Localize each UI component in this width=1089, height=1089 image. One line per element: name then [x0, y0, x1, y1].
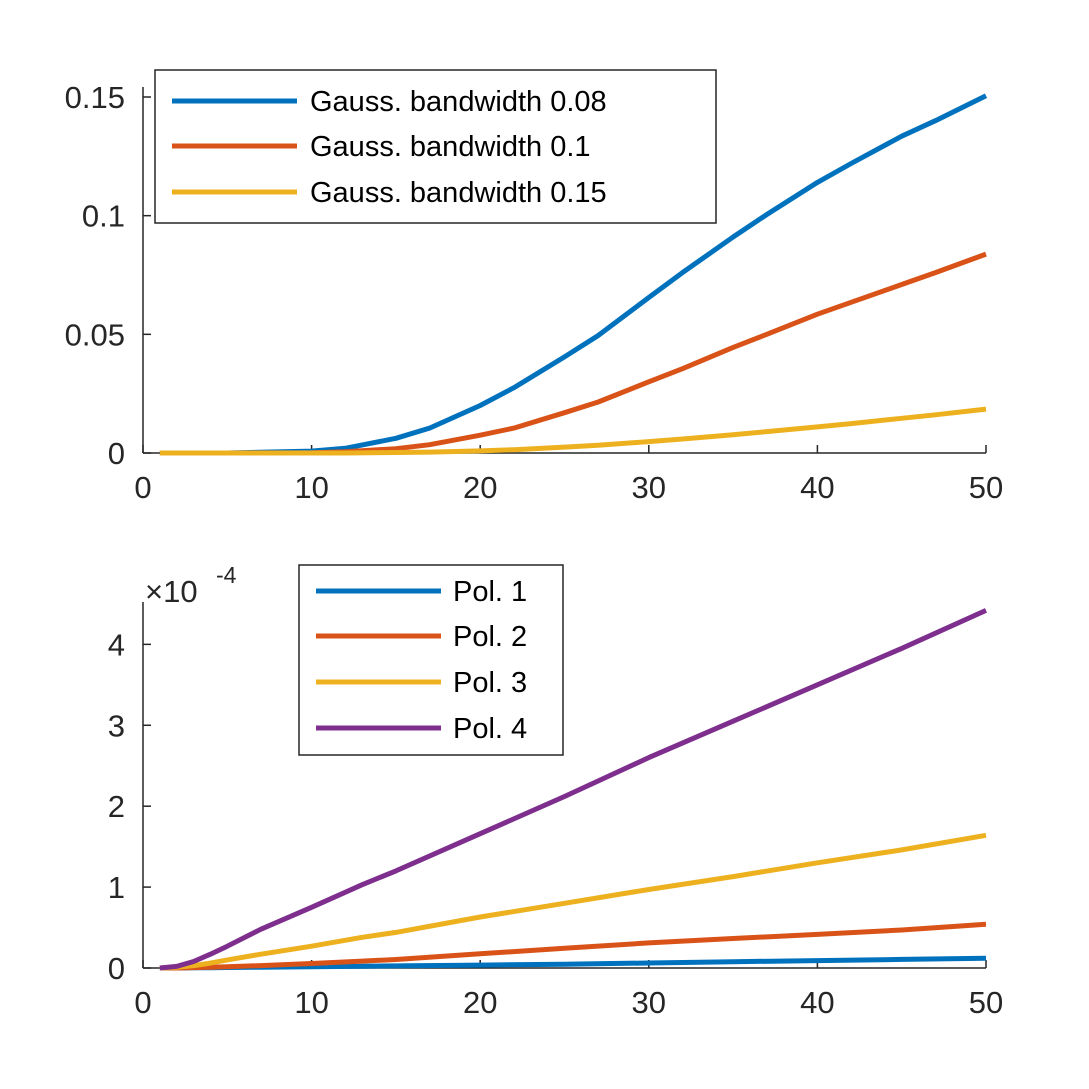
polynomial-series-line-4 [159, 608, 988, 971]
gaussian-x-tick-label: 30 [632, 470, 666, 505]
gaussian-y-tick-label: 0.05 [65, 317, 125, 352]
gaussian-x-tick-label: 0 [134, 470, 151, 505]
legend-label-gauss-015: Gauss. bandwidth 0.15 [310, 177, 607, 209]
polynomial-x-tick-label: 40 [800, 985, 834, 1020]
gaussian-y-tick-label: 0.1 [82, 199, 125, 234]
y-scale-multiplier: ×10 [145, 574, 198, 609]
gaussian-x-tick-label: 50 [969, 470, 1003, 505]
legend-label-pol-4: Pol. 4 [453, 713, 527, 745]
gaussian-chart: 0 10 20 30 40 50 0 0.05 0.1 0.15 Gauss. bandwidth… [65, 69, 1004, 505]
gaussian-series-line-1 [159, 93, 988, 456]
polynomial-y-tick-label: 2 [108, 789, 125, 824]
legend-label-pol-3: Pol. 3 [453, 667, 527, 699]
gaussian-series-line-3 [159, 406, 987, 456]
polynomial-chart-series [159, 608, 988, 971]
legend-label-gauss-01: Gauss. bandwidth 0.1 [310, 131, 591, 163]
gaussian-x-tick-label: 10 [294, 470, 328, 505]
polynomial-chart-legend: Pol. 1 Pol. 2 Pol. 3 Pol. 4 [298, 564, 564, 756]
gaussian-x-tick-label: 20 [463, 470, 497, 505]
polynomial-x-tick-label: 20 [463, 985, 497, 1020]
polynomial-y-tick-label: 4 [108, 627, 125, 662]
legend-label-pol-1: Pol. 1 [453, 576, 527, 608]
legend-box [298, 564, 564, 756]
gaussian-y-tick-label: 0.15 [65, 80, 125, 115]
polynomial-chart: 0 10 20 30 40 50 0 1 2 3 4 ×10 -4 Pol. 1 Pol. 2 Po… [108, 562, 1003, 1020]
polynomial-y-tick-label: 3 [108, 708, 125, 743]
polynomial-series-line-2 [159, 921, 987, 971]
polynomial-x-tick-label: 0 [134, 985, 151, 1020]
gaussian-chart-series [159, 93, 988, 456]
polynomial-y-tick-label: 1 [108, 870, 125, 905]
legend-label-pol-2: Pol. 2 [453, 621, 527, 653]
gaussian-chart-legend: Gauss. bandwidth 0.08 Gauss. bandwidth 0… [154, 69, 717, 224]
gaussian-x-tick-label: 40 [800, 470, 834, 505]
polynomial-x-tick-label: 30 [632, 985, 666, 1020]
gaussian-y-tick-label: 0 [108, 436, 125, 471]
legend-label-gauss-008: Gauss. bandwidth 0.08 [310, 86, 607, 118]
polynomial-x-tick-label: 10 [294, 985, 328, 1020]
polynomial-series-line-3 [159, 832, 987, 971]
polynomial-x-tick-label: 50 [969, 985, 1003, 1020]
y-scale-exponent: -4 [216, 562, 237, 588]
gaussian-chart-axes: 0 10 20 30 40 50 0 0.05 0.1 0.15 [65, 80, 1004, 505]
polynomial-y-tick-label: 0 [108, 951, 125, 986]
